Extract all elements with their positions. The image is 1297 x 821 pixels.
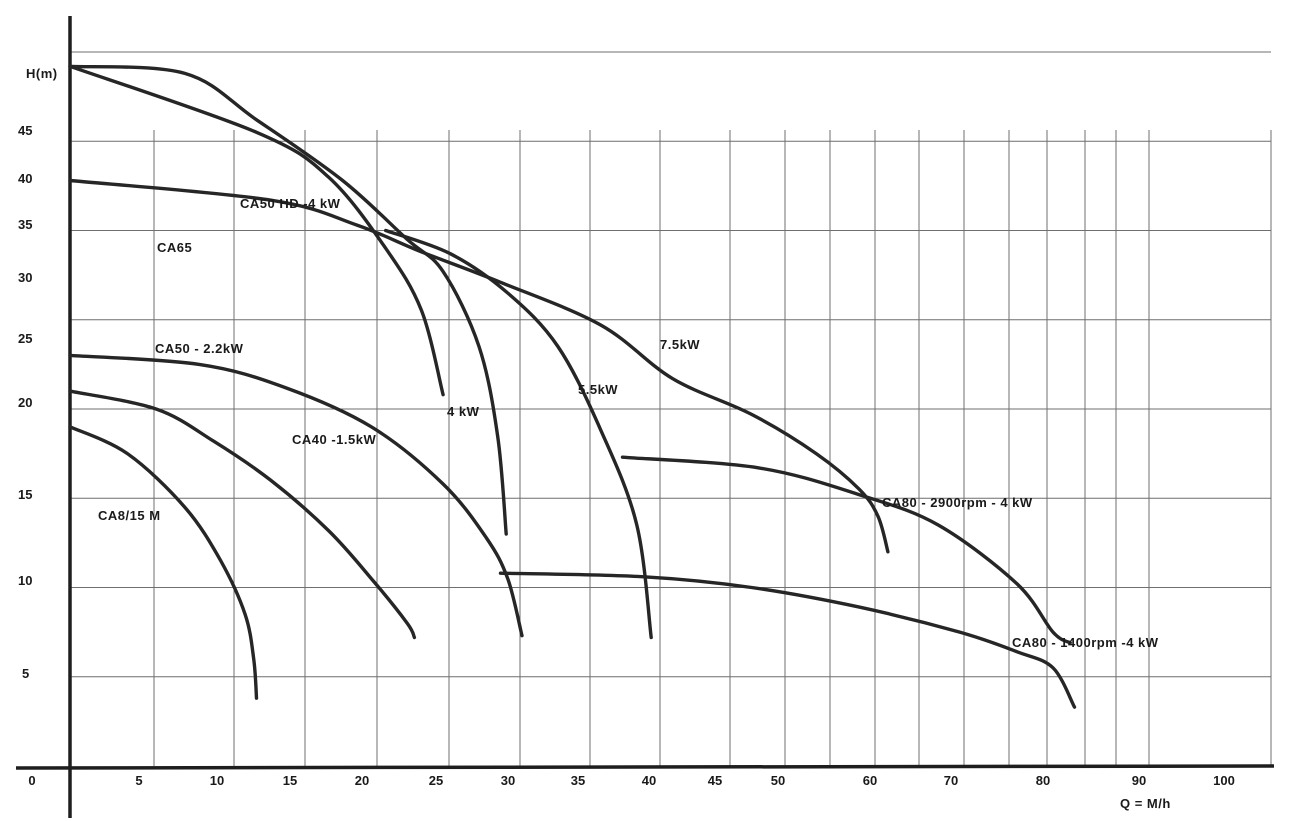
curve-ca65	[68, 178, 890, 554]
x-tick-label: 100	[1213, 773, 1235, 788]
curve-ca80-2900rpm-4-kw	[620, 455, 1072, 645]
y-tick-label: 40	[18, 171, 32, 186]
y-tick-label: 20	[18, 395, 32, 410]
series-label-ca80-1400rpm-4-kw: CA80 - 1400rpm -4 kW	[1012, 635, 1159, 650]
x-tick-label: 35	[571, 773, 585, 788]
x-tick-label: 70	[944, 773, 958, 788]
y-tick-label: 5	[22, 666, 29, 681]
x-tick-label: 15	[283, 773, 297, 788]
tick-labels: 0 5 10 15 20 25 30 35 40 45 50 60 70 80 90 100 5 10 15 20 25…	[18, 123, 1235, 788]
x-axis-title: Q = M/h	[1120, 796, 1171, 811]
x-tick-label: 40	[642, 773, 656, 788]
series-label-ca80-2900rpm-4-kw: CA80 - 2900rpm - 4 kW	[882, 495, 1033, 510]
series-label-ca50-2-2kw: CA50 - 2.2kW	[155, 341, 244, 356]
y-axis-title: H(m)	[26, 66, 58, 81]
x-tick-label: 25	[429, 773, 443, 788]
series-label-5-5kw: 5.5kW	[578, 382, 618, 397]
series-label-ca50-hd-4-kw: CA50 HD -4 kW	[240, 196, 341, 211]
y-tick-label: 15	[18, 487, 32, 502]
series-label-ca8-15-m: CA8/15 M	[98, 508, 161, 523]
series-label-ca65: CA65	[157, 240, 192, 255]
x-tick-label: 50	[771, 773, 785, 788]
y-tick-label: 35	[18, 217, 32, 232]
curve-5-5kw	[384, 228, 653, 640]
series-label-4-kw: 4 kW	[447, 404, 480, 419]
x-tick-label: 5	[135, 773, 142, 788]
series-label-ca40-1-5kw: CA40 -1.5kW	[292, 432, 376, 447]
y-tick-label: 25	[18, 331, 32, 346]
x-tick-label: 20	[355, 773, 369, 788]
curve-ca8-15-m	[68, 425, 259, 700]
y-tick-label: 30	[18, 270, 32, 285]
y-tick-label: 45	[18, 123, 32, 138]
grid	[69, 51, 1272, 766]
x-tick-label: 60	[863, 773, 877, 788]
x-tick-label: 10	[210, 773, 224, 788]
x-tick-label: 45	[708, 773, 722, 788]
x-tick-label: 30	[501, 773, 515, 788]
curve-ca40-1-5kw	[68, 389, 417, 640]
curve-4-kw	[68, 64, 445, 397]
x-axis-line	[15, 764, 1275, 770]
curve-ca80-1400rpm-4-kw	[498, 571, 1077, 709]
series-label-7-5kw: 7.5kW	[660, 337, 700, 352]
axes	[15, 16, 1275, 818]
x-tick-label: 80	[1036, 773, 1050, 788]
curve-ca50-hd-4-kw	[68, 64, 508, 536]
y-tick-label: 10	[18, 573, 32, 588]
curves	[68, 64, 1077, 709]
curve-ca50-2-2kw	[68, 353, 524, 638]
x-tick-label: 90	[1132, 773, 1146, 788]
series-labels: CA8/15 M CA40 -1.5kW CA50 - 2.2kW 4 kW CA50 …	[98, 196, 1159, 650]
x-tick-label: 0	[28, 773, 35, 788]
